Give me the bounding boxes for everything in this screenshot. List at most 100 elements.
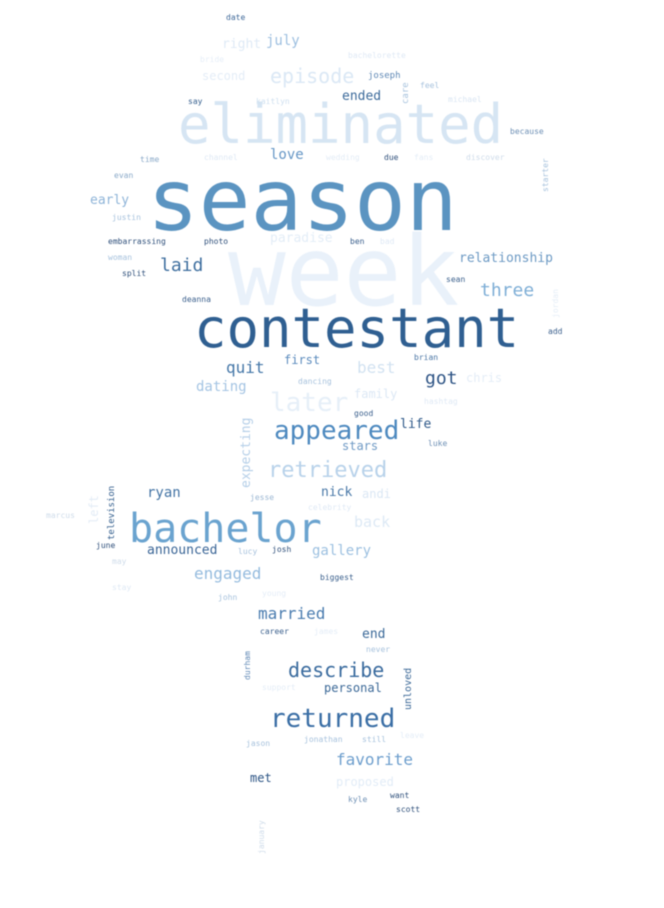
- word-stay: stay: [112, 583, 132, 592]
- word-best: best: [357, 358, 396, 377]
- word-quit: quit: [226, 358, 265, 377]
- word-ended: ended: [342, 89, 382, 104]
- word-scott: scott: [396, 805, 421, 814]
- word-returned: returned: [270, 704, 396, 734]
- word-personal: personal: [324, 681, 382, 695]
- word-durham: durham: [243, 651, 252, 680]
- word-add: add: [548, 327, 563, 336]
- word-first: first: [284, 353, 321, 367]
- word-good: good: [354, 409, 374, 418]
- word-john: john: [218, 593, 238, 602]
- word-family: family: [354, 387, 398, 401]
- word-expecting: expecting: [239, 417, 254, 488]
- word-end: end: [362, 627, 386, 642]
- word-fans: fans: [414, 153, 434, 162]
- word-laid: laid: [160, 255, 204, 276]
- word-episode: episode: [270, 64, 355, 88]
- word-josh: josh: [272, 545, 292, 554]
- word-deanna: deanna: [182, 295, 211, 304]
- word-later: later: [270, 388, 349, 418]
- word-early: early: [90, 193, 130, 208]
- word-date: date: [226, 13, 246, 22]
- word-television: television: [107, 485, 117, 540]
- word-bachelorette: bachelorette: [348, 51, 406, 60]
- word-bachelor: bachelor: [129, 506, 322, 552]
- word-say: say: [188, 97, 203, 106]
- word-channel: channel: [204, 153, 238, 162]
- word-want: want: [390, 791, 410, 800]
- word-jonathan: jonathan: [304, 735, 343, 744]
- word-got: got: [425, 368, 458, 389]
- word-nick: nick: [321, 485, 353, 500]
- word-season: season: [147, 151, 458, 251]
- word-contestant: contestant: [194, 297, 520, 360]
- word-back: back: [354, 513, 391, 531]
- word-relationship: relationship: [459, 251, 553, 266]
- word-life: life: [400, 417, 432, 432]
- word-wedding: wedding: [326, 153, 360, 162]
- word-james: james: [314, 627, 339, 636]
- word-care: care: [401, 82, 411, 104]
- word-stars: stars: [342, 439, 379, 453]
- word-married: married: [258, 604, 326, 623]
- word-second: second: [202, 69, 246, 83]
- word-joseph: joseph: [368, 71, 401, 81]
- word-time: time: [140, 155, 160, 164]
- word-jordan: jordan: [551, 289, 560, 318]
- word-kaitlyn: kaitlyn: [256, 97, 290, 106]
- word-right: right: [222, 37, 262, 52]
- word-eliminated: eliminated: [178, 93, 504, 156]
- word-met: met: [250, 771, 272, 785]
- word-appeared: appeared: [274, 416, 400, 446]
- word-woman: woman: [108, 253, 133, 262]
- word-marcus: marcus: [46, 511, 75, 520]
- word-young: young: [262, 589, 287, 598]
- word-favorite: favorite: [336, 750, 414, 769]
- word-due: due: [384, 153, 399, 162]
- word-michael: michael: [448, 95, 482, 104]
- word-celebrity: celebrity: [308, 503, 352, 512]
- word-never: never: [366, 645, 391, 654]
- word-proposed: proposed: [336, 775, 394, 789]
- word-engaged: engaged: [194, 564, 262, 583]
- word-feel: feel: [420, 81, 440, 90]
- word-love: love: [270, 147, 304, 163]
- word-leave: leave: [400, 731, 425, 740]
- word-biggest: biggest: [320, 573, 354, 582]
- word-bad: bad: [380, 237, 395, 246]
- word-sean: sean: [446, 275, 466, 284]
- word-dancing: dancing: [298, 377, 332, 386]
- word-photo: photo: [204, 237, 229, 246]
- word-luke: luke: [428, 439, 448, 448]
- word-gallery: gallery: [312, 543, 372, 559]
- word-hashtag: hashtag: [424, 397, 458, 406]
- word-may: may: [112, 557, 127, 566]
- word-dating: dating: [196, 379, 247, 395]
- word-lucy: lucy: [238, 547, 258, 556]
- word-three: three: [480, 280, 535, 301]
- word-justin: justin: [112, 213, 141, 222]
- word-kyle: kyle: [348, 795, 368, 804]
- word-because: because: [510, 127, 544, 136]
- word-andi: andi: [362, 487, 391, 501]
- word-paradise: paradise: [270, 231, 333, 246]
- word-brian: brian: [414, 353, 439, 362]
- word-chris: chris: [466, 371, 503, 385]
- word-june: june: [96, 541, 116, 550]
- word-ben: ben: [350, 237, 365, 246]
- word-discover: discover: [466, 153, 505, 162]
- word-july: july: [266, 33, 300, 49]
- word-career: career: [260, 627, 289, 636]
- word-evan: evan: [114, 171, 134, 180]
- word-jesse: jesse: [250, 493, 275, 502]
- word-still: still: [362, 735, 387, 744]
- word-week: week: [228, 216, 460, 328]
- word-jason: jason: [246, 739, 271, 748]
- word-ryan: ryan: [147, 485, 181, 501]
- word-bride: bride: [200, 55, 225, 64]
- word-unloved: unloved: [403, 667, 414, 710]
- word-january: january: [257, 820, 266, 854]
- word-describe: describe: [288, 658, 385, 682]
- word-split: split: [122, 269, 147, 278]
